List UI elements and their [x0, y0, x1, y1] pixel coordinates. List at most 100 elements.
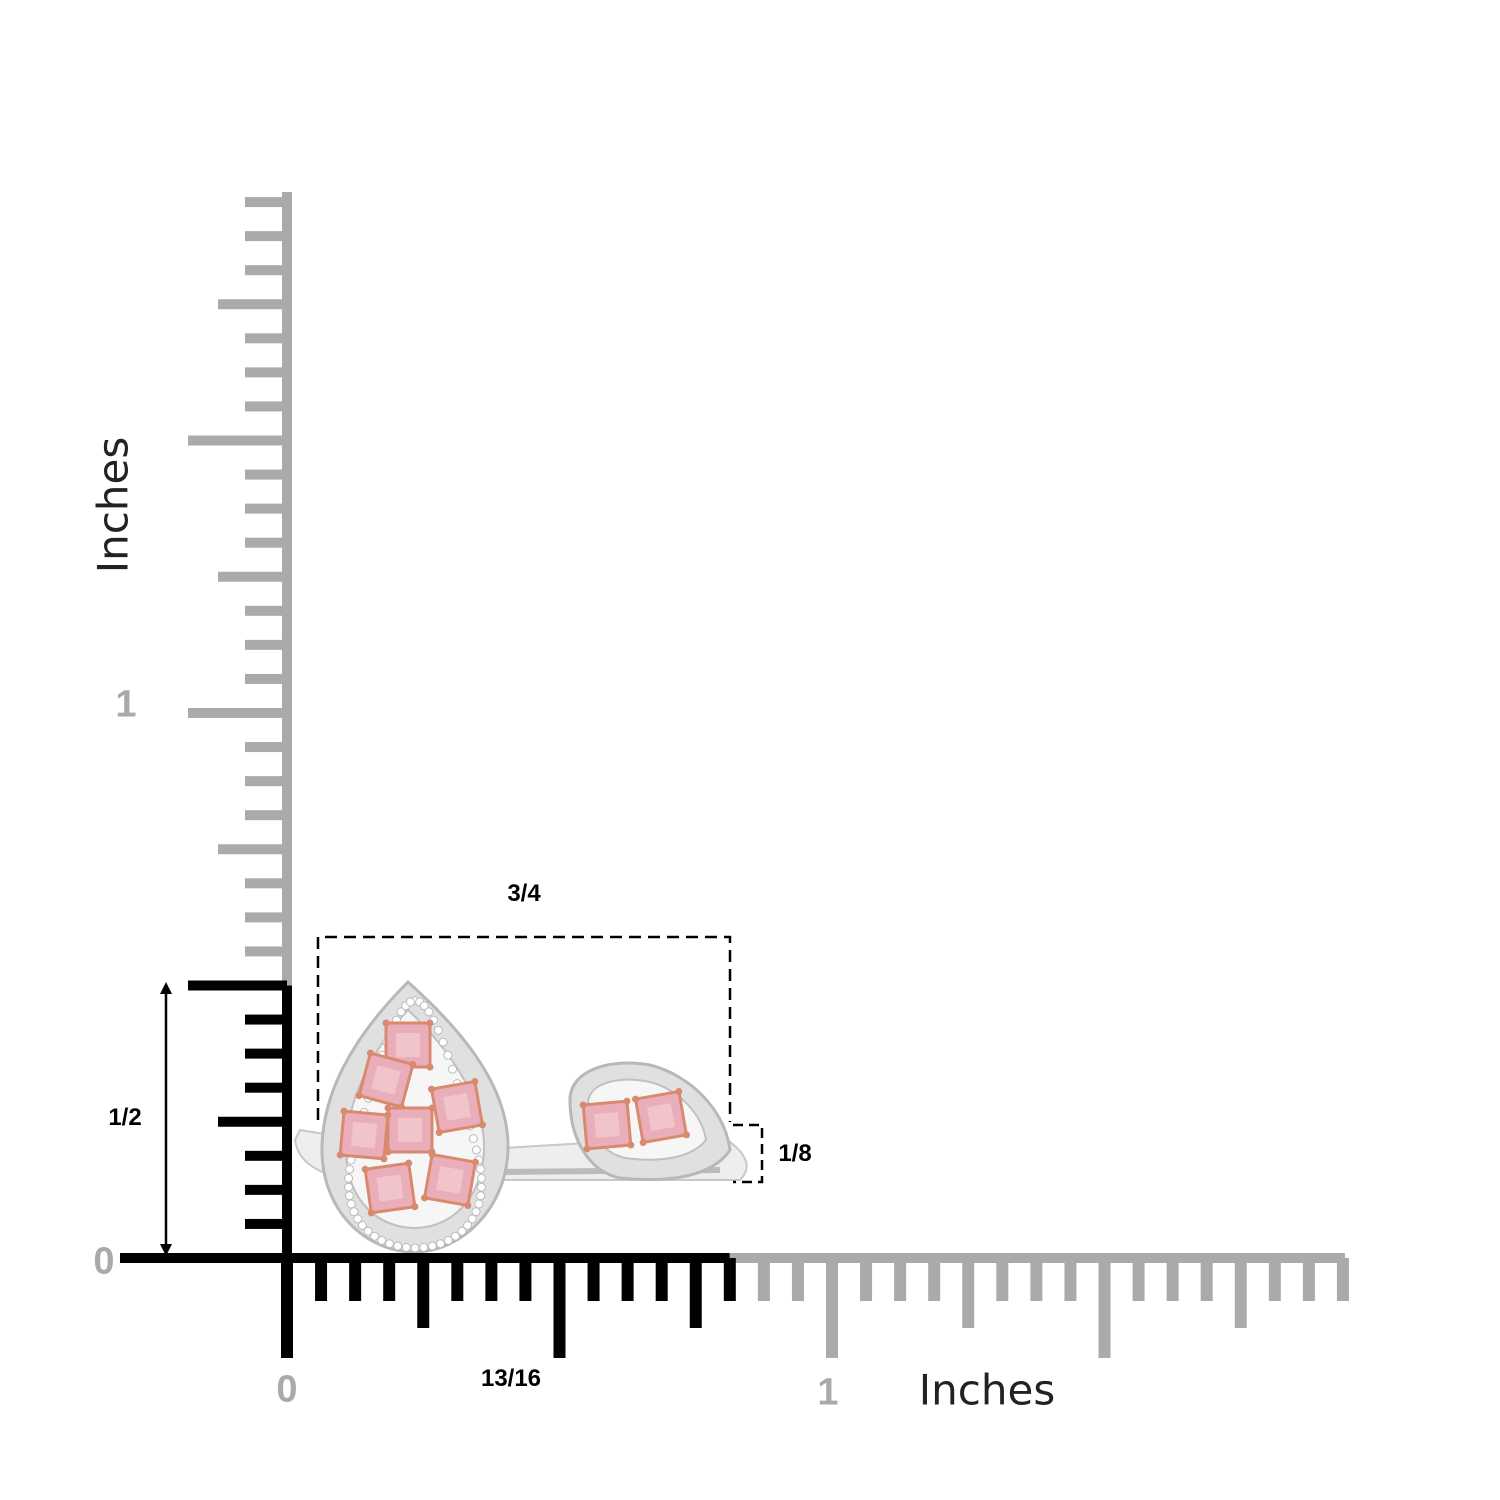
- halo-diamond: [433, 1025, 443, 1035]
- vertical-ruler-tick: [245, 265, 287, 276]
- vertical-ruler-tick: [188, 980, 287, 991]
- pink-diamond: [361, 1159, 419, 1217]
- pink-diamond: [632, 1088, 690, 1146]
- small-height-dimension-label: 1/8: [778, 1140, 812, 1167]
- halo-diamond: [443, 1235, 453, 1245]
- horizontal-ruler-tick: [655, 1258, 668, 1301]
- horizontal-ruler-tick: [1336, 1258, 1349, 1301]
- vertical-ruler-tick: [218, 844, 287, 855]
- horizontal-ruler-tick: [723, 1258, 736, 1301]
- horizontal-ruler-tick: [519, 1258, 532, 1301]
- halo-diamond: [474, 1199, 484, 1209]
- halo-diamond: [393, 1241, 403, 1251]
- vertical-ruler-tick: [245, 401, 287, 412]
- width-dimension-label: 3/4: [507, 880, 541, 907]
- vertical-ruler-tick: [188, 435, 287, 446]
- horizontal-ruler: [120, 1253, 1349, 1358]
- vertical-ruler-tick: [245, 197, 287, 208]
- halo-diamond: [471, 1207, 481, 1217]
- height-arrow-head-top: [160, 982, 172, 994]
- vertical-ruler-tick: [188, 708, 287, 718]
- horizontal-axis-unit-label: Inches: [918, 1365, 1056, 1415]
- horizontal-ruler-tick: [451, 1258, 464, 1301]
- halo-diamond: [476, 1191, 486, 1201]
- halo-diamond: [344, 1164, 354, 1174]
- vertical-ruler-tick: [245, 537, 287, 548]
- horizontal-ruler-tick: [1234, 1258, 1247, 1328]
- halo-diamond: [471, 1145, 481, 1155]
- halo-diamond: [346, 1199, 356, 1209]
- horizontal-ruler-tick: [1030, 1258, 1043, 1301]
- width-dashed-bracket: [316, 935, 732, 1122]
- vertical-ruler-bar: [282, 192, 292, 986]
- horizontal-ruler-tick: [1098, 1258, 1111, 1358]
- vertical-ruler-tick: [245, 469, 287, 480]
- vertical-ruler-tick: [245, 1048, 287, 1059]
- halo-diamond: [344, 1173, 354, 1183]
- horizontal-ruler-tick: [1302, 1258, 1315, 1301]
- horizontal-ruler-tick: [383, 1258, 396, 1301]
- halo-diamond: [476, 1164, 486, 1174]
- halo-diamond: [344, 1191, 354, 1201]
- halo-diamond: [349, 1207, 359, 1217]
- vertical-ruler: [188, 192, 292, 1263]
- pink-diamond: [421, 1151, 479, 1209]
- horizontal-ruler-tick: [689, 1258, 702, 1328]
- horizontal-ruler-tick: [860, 1258, 873, 1301]
- dimension-lines: [160, 935, 764, 1256]
- vertical-ruler-tick: [245, 810, 287, 821]
- horizontal-ruler-tick: [1268, 1258, 1281, 1301]
- horizontal-ruler-tick: [621, 1258, 634, 1301]
- vertical-ruler-tick: [245, 1184, 287, 1195]
- horizontal-ruler-tick: [349, 1258, 362, 1301]
- halo-diamond: [363, 1226, 373, 1236]
- height-dimension-label: 1/2: [108, 1104, 142, 1131]
- horizontal-ruler-tick: [826, 1258, 838, 1358]
- horizontal-ruler-tick: [553, 1258, 566, 1358]
- halo-diamond: [448, 1064, 458, 1074]
- halo-diamond: [443, 1050, 453, 1060]
- pink-diamond: [579, 1097, 635, 1153]
- vertical-ruler-tick: [245, 742, 287, 753]
- horizontal-ruler-tick: [962, 1258, 975, 1328]
- halo-diamond: [405, 997, 415, 1007]
- horizontal-ruler-tick: [996, 1258, 1009, 1301]
- vertical-ruler-tick: [218, 299, 287, 310]
- horizontal-ruler-tick: [1166, 1258, 1179, 1301]
- pink-diamond: [382, 1019, 434, 1071]
- vertical-ruler-tick: [245, 367, 287, 378]
- vertical-ruler-label-0: 0: [93, 1240, 115, 1283]
- vertical-axis-unit-label: Inches: [88, 436, 138, 574]
- vertical-ruler-tick: [245, 639, 287, 650]
- halo-diamond: [401, 1243, 411, 1253]
- vertical-ruler-tick: [218, 1116, 287, 1127]
- small-height-dashed-bracket: [733, 1123, 764, 1184]
- vertical-ruler-tick: [245, 776, 287, 787]
- horizontal-ruler-tick: [928, 1258, 941, 1301]
- horizontal-ruler-tick: [757, 1258, 770, 1301]
- total-width-dimension-label: 13/16: [480, 1365, 542, 1392]
- pink-diamond: [428, 1078, 486, 1136]
- halo-diamond: [468, 1134, 478, 1144]
- halo-diamond: [467, 1214, 477, 1224]
- horizontal-ruler-label-1: 1: [817, 1371, 839, 1414]
- vertical-ruler-tick: [245, 1150, 287, 1161]
- pink-diamond: [355, 1049, 417, 1111]
- halo-diamond: [377, 1235, 387, 1245]
- vertical-ruler-tick: [245, 1014, 287, 1025]
- halo-diamond: [450, 1231, 460, 1241]
- halo-diamond: [427, 1241, 437, 1251]
- halo-diamond: [410, 1243, 420, 1253]
- halo-diamond: [353, 1214, 363, 1224]
- pink-diamond: [336, 1107, 392, 1163]
- vertical-ruler-tick: [245, 605, 287, 616]
- halo-diamond: [457, 1226, 467, 1236]
- halo-diamond: [396, 1007, 406, 1017]
- horizontal-ruler-tick: [281, 1258, 293, 1358]
- halo-diamond: [436, 1239, 446, 1249]
- vertical-ruler-tick: [245, 878, 287, 889]
- vertical-ruler-tick: [245, 673, 287, 684]
- ring-image: [293, 979, 748, 1254]
- horizontal-ruler-tick: [1064, 1258, 1077, 1301]
